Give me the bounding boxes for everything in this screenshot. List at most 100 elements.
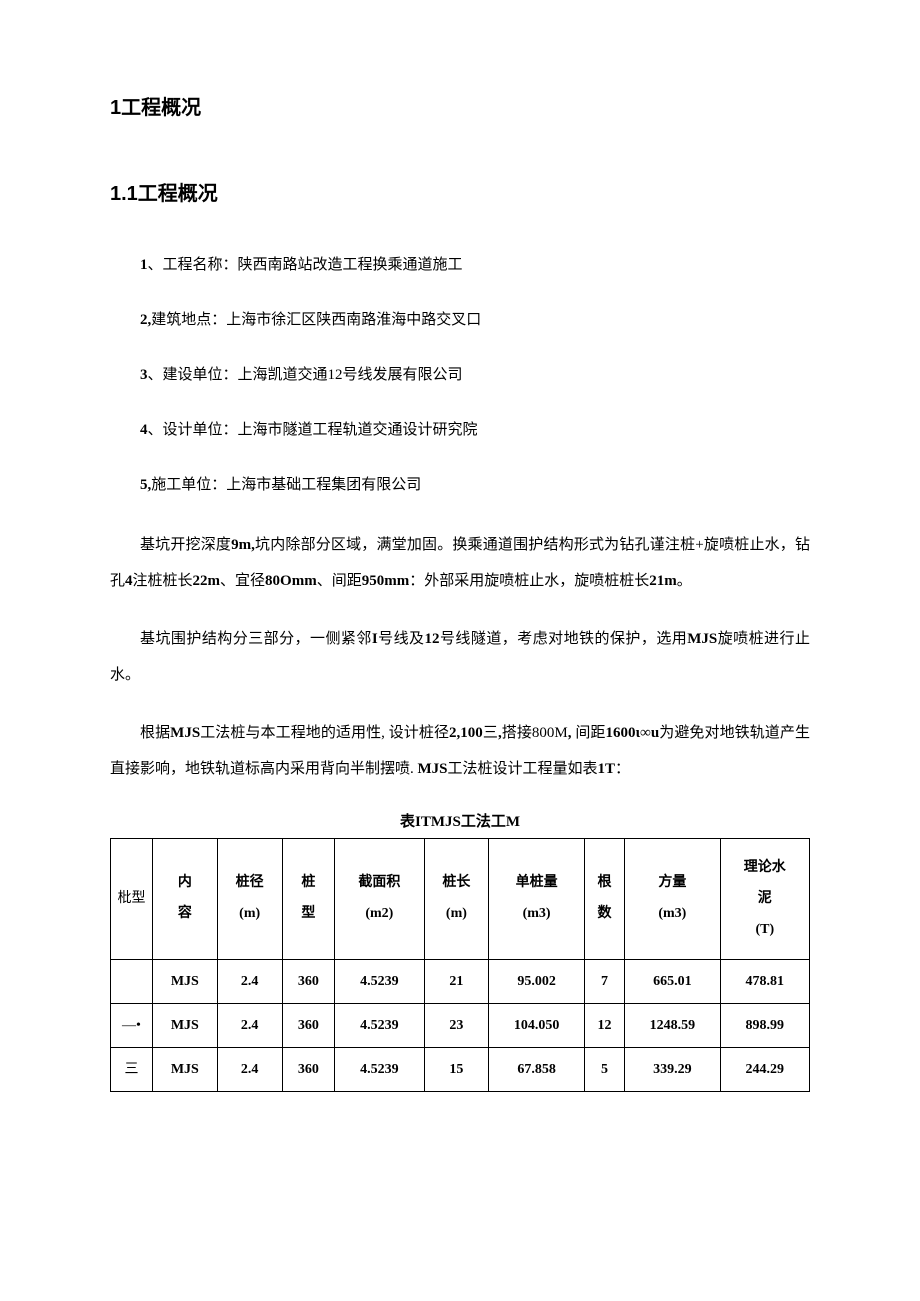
p3-bold: 1600ι∞u xyxy=(606,725,660,741)
item-text: 上海市徐汇区陕西南路淮海中路交叉口 xyxy=(226,312,481,328)
table-row: —• MJS 2.4 360 4.5239 23 104.050 12 1248… xyxy=(111,1004,810,1048)
project-name-item: 1、工程名称：陕西南路站改造工程换乘通道施工 xyxy=(110,252,810,279)
p1-text: 、宜径 xyxy=(220,573,265,589)
cell: 360 xyxy=(282,1004,335,1048)
mjs-quantity-table: 枇型 内容 桩径(m) 桩型 截面积(m2) 桩长(m) 单桩量(m3) 根数 … xyxy=(110,838,810,1092)
cell: 244.29 xyxy=(720,1048,809,1092)
p3-text: 工法桩与本工程地的适用性, 设计桩径 xyxy=(200,725,449,741)
col-length: 桩长(m) xyxy=(424,839,489,960)
p1-num: 9m, xyxy=(231,537,255,553)
p2-text: 号线隧道，考虑对地铁的保护，选用 xyxy=(440,631,688,647)
item-number: 5, xyxy=(140,477,151,493)
p1-num: 4 xyxy=(125,573,133,589)
item-text: 上海凯道交通12号线发展有限公司 xyxy=(238,367,463,383)
p1-num: 80Omm xyxy=(265,573,317,589)
cell: 665.01 xyxy=(625,960,720,1004)
p2-text: 基坑围护结构分三部分，一侧紧邻 xyxy=(140,631,372,647)
cell: 1248.59 xyxy=(625,1004,720,1048)
item-text: 陕西南路站改造工程换乘通道施工 xyxy=(238,257,463,273)
cell: 15 xyxy=(424,1048,489,1092)
p1-num: 21m xyxy=(649,573,677,589)
construction-unit-item: 3、建设单位：上海凯道交通12号线发展有限公司 xyxy=(110,362,810,389)
cell xyxy=(111,960,153,1004)
p3-bold: MJS xyxy=(418,761,448,777)
p3-text: 工法桩设计工程量如表 xyxy=(448,761,598,777)
cell: 7 xyxy=(584,960,624,1004)
cell: 三 xyxy=(111,1048,153,1092)
cell: MJS xyxy=(152,960,217,1004)
p3-text: 三 xyxy=(483,725,498,741)
p1-text: ：外部采用旋喷桩止水，旋喷桩桩长 xyxy=(409,573,649,589)
paragraph-1: 基坑开挖深度9m,坑内除部分区域，满堂加固。换乘通道围护结构形式为钻孔谨注桩+旋… xyxy=(110,527,810,599)
table-row: 三 MJS 2.4 360 4.5239 15 67.858 5 339.29 … xyxy=(111,1048,810,1092)
p1-num: 950mm xyxy=(362,573,410,589)
location-item: 2,建筑地点：上海市徐汇区陕西南路淮海中路交叉口 xyxy=(110,307,810,334)
col-content: 内容 xyxy=(152,839,217,960)
cell: 4.5239 xyxy=(335,1004,424,1048)
cell: 478.81 xyxy=(720,960,809,1004)
item-sep: 、建设单位： xyxy=(148,367,238,383)
p2-bold: MJS xyxy=(687,631,717,647)
item-number: 4 xyxy=(140,422,148,438)
col-area: 截面积(m2) xyxy=(335,839,424,960)
cell: 898.99 xyxy=(720,1004,809,1048)
cell: MJS xyxy=(152,1004,217,1048)
cell: 95.002 xyxy=(489,960,584,1004)
cell: 4.5239 xyxy=(335,1048,424,1092)
cell: 339.29 xyxy=(625,1048,720,1092)
cell: MJS xyxy=(152,1048,217,1092)
p3-text: 搭接800M xyxy=(502,725,568,741)
p3-text: 根据 xyxy=(140,725,170,741)
item-number: 1 xyxy=(140,257,148,273)
cell: 2.4 xyxy=(217,1048,282,1092)
table-row: MJS 2.4 360 4.5239 21 95.002 7 665.01 47… xyxy=(111,960,810,1004)
col-cement: 理论水泥(T) xyxy=(720,839,809,960)
p3-bold: 1T xyxy=(598,761,616,777)
cell: 21 xyxy=(424,960,489,1004)
col-single-vol: 单桩量(m3) xyxy=(489,839,584,960)
col-diameter: 桩径(m) xyxy=(217,839,282,960)
item-sep: 、工程名称： xyxy=(148,257,238,273)
cell: 23 xyxy=(424,1004,489,1048)
cell: 2.4 xyxy=(217,1004,282,1048)
item-number: 2, xyxy=(140,312,151,328)
paragraph-2: 基坑围护结构分三部分，一侧紧邻I号线及12号线隧道，考虑对地铁的保护，选用MJS… xyxy=(110,621,810,693)
cell: 12 xyxy=(584,1004,624,1048)
p3-bold: 2,100 xyxy=(449,725,483,741)
cell: 67.858 xyxy=(489,1048,584,1092)
col-pile-type: 枇型 xyxy=(111,839,153,960)
item-sep: 施工单位： xyxy=(151,477,226,493)
p1-text: 。 xyxy=(677,573,692,589)
table-caption: 表ITMJS工法工M xyxy=(110,809,810,836)
p1-text: 基坑开挖深度 xyxy=(140,537,231,553)
p1-text: 、间距 xyxy=(317,573,362,589)
col-pile-type2: 桩型 xyxy=(282,839,335,960)
section-1-heading: 1工程概况 xyxy=(110,90,810,126)
item-text: 上海市基础工程集团有限公司 xyxy=(226,477,421,493)
p1-text: 注桩桩长 xyxy=(133,573,193,589)
paragraph-3: 根据MJS工法桩与本工程地的适用性, 设计桩径2,100三,搭接800M, 间距… xyxy=(110,715,810,787)
cell: 360 xyxy=(282,960,335,1004)
item-sep: 建筑地点： xyxy=(151,312,226,328)
item-text: 上海市隧道工程轨道交通设计研究院 xyxy=(238,422,478,438)
p3-bold: MJS xyxy=(170,725,200,741)
section-1-1-heading: 1.1工程概况 xyxy=(110,176,810,212)
cell: 360 xyxy=(282,1048,335,1092)
contractor-item: 5,施工单位：上海市基础工程集团有限公司 xyxy=(110,472,810,499)
p2-bold: 12 xyxy=(425,631,440,647)
p3-text: 间距 xyxy=(575,725,605,741)
item-number: 3 xyxy=(140,367,148,383)
item-sep: 、设计单位： xyxy=(148,422,238,438)
p1-num: 22m xyxy=(193,573,221,589)
cell: —• xyxy=(111,1004,153,1048)
p3-text: ： xyxy=(615,761,630,777)
cell: 104.050 xyxy=(489,1004,584,1048)
design-unit-item: 4、设计单位：上海市隧道工程轨道交通设计研究院 xyxy=(110,417,810,444)
cell: 4.5239 xyxy=(335,960,424,1004)
col-volume: 方量(m3) xyxy=(625,839,720,960)
p2-text: 号线及 xyxy=(378,631,425,647)
cell: 5 xyxy=(584,1048,624,1092)
table-header-row: 枇型 内容 桩径(m) 桩型 截面积(m2) 桩长(m) 单桩量(m3) 根数 … xyxy=(111,839,810,960)
col-count: 根数 xyxy=(584,839,624,960)
cell: 2.4 xyxy=(217,960,282,1004)
